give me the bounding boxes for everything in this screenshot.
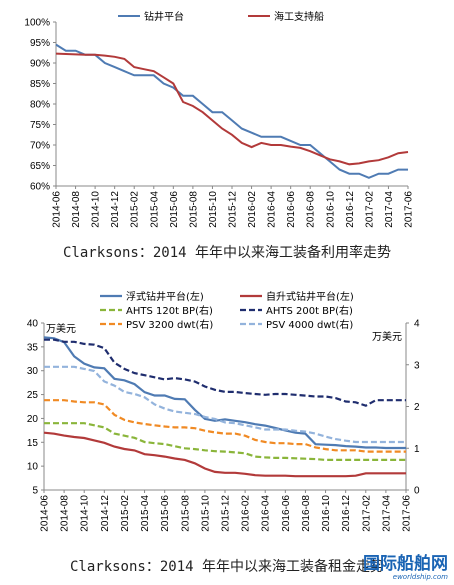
y-tick-label: 60%	[30, 182, 50, 193]
watermark-url: eworldship.com	[392, 573, 448, 581]
x-tick-label: 2016-06	[286, 191, 297, 228]
x-tick-label: 2014-08	[60, 495, 71, 532]
right-y-tick-label: 1	[414, 444, 420, 455]
x-tick-label: 2016-04	[261, 495, 272, 532]
x-tick-label: 2017-04	[384, 191, 395, 228]
y-tick-label: 95%	[30, 38, 50, 49]
y-tick-label: 65%	[30, 161, 50, 172]
series-line-2	[43, 431, 406, 478]
x-tick-label: 2016-04	[267, 191, 278, 228]
x-tick-label: 2014-08	[71, 191, 82, 228]
x-tick-label: 2015-02	[120, 495, 131, 532]
right-y-tick-label: 0	[414, 486, 420, 497]
x-tick-label: 2016-08	[306, 191, 317, 228]
x-tick-label: 2015-04	[140, 495, 151, 532]
x-tick-label: 2015-06	[160, 495, 171, 532]
series-line-3	[44, 422, 406, 461]
left-y-tick-label: 20	[27, 414, 39, 425]
legend-label: 自升式钻井平台(左)	[266, 290, 354, 303]
right-y-tick-label: 3	[414, 360, 420, 371]
x-tick-label: 2014-12	[100, 495, 111, 532]
chart2-series	[43, 336, 406, 478]
x-tick-label: 2016-08	[301, 495, 312, 532]
left-y-tick-label: 30	[27, 366, 39, 377]
legend-label: AHTS 200t BP(右)	[266, 304, 353, 317]
left-y-tick-label: 10	[27, 462, 39, 473]
series-line-1	[55, 43, 408, 179]
x-tick-label: 2017-06	[402, 495, 413, 532]
series-line-5	[44, 399, 406, 453]
series-line-6	[44, 365, 406, 444]
chart1-series	[55, 43, 409, 179]
chart2-legend: 浮式钻井平台(左) 自升式钻井平台(左) AHTS 120t BP(右) AHTS 2…	[100, 290, 354, 331]
x-tick-label: 2015-06	[169, 191, 180, 228]
x-tick-label: 2015-10	[200, 495, 211, 532]
x-tick-label: 2016-12	[345, 191, 356, 228]
x-tick-label: 2015-08	[188, 191, 199, 228]
legend-label: PSV 3200 dwt(右)	[126, 318, 213, 331]
x-tick-label: 2014-10	[80, 495, 91, 532]
x-tick-label: 2016-06	[281, 495, 292, 532]
y-tick-label: 70%	[30, 141, 50, 152]
rental-chart: 5 10 15 20 25 30 35 40 0 1 2 3 4 2014-06 2014-08 2014-1…	[27, 290, 420, 532]
y-tick-label: 90%	[30, 59, 50, 70]
left-y-tick-label: 5	[32, 486, 38, 497]
left-unit-label: 万美元	[46, 322, 76, 335]
left-y-tick-label: 25	[27, 390, 39, 401]
right-y-tick-label: 2	[414, 402, 420, 413]
chart1-legend: 钻井平台 海工支持船	[118, 10, 324, 23]
x-tick-label: 2016-12	[341, 495, 352, 532]
chart2-axes: 5 10 15 20 25 30 35 40 0 1 2 3 4 2014-06 2014-08 2014-1…	[27, 319, 420, 532]
y-tick-label: 100%	[24, 18, 50, 29]
legend-label: AHTS 120t BP(右)	[126, 304, 213, 317]
x-tick-label: 2016-02	[247, 191, 258, 228]
x-tick-label: 2017-06	[404, 191, 415, 228]
watermark-title: 国际船舶网	[363, 554, 448, 574]
utilization-chart: 60% 65% 70% 75% 80% 85% 90% 95% 100% 2014-06 2014-…	[24, 10, 414, 228]
x-tick-label: 2017-02	[361, 495, 372, 532]
x-tick-label: 2015-10	[208, 191, 219, 228]
left-y-tick-label: 15	[27, 438, 39, 449]
series-line-2	[55, 52, 409, 166]
x-tick-label: 2015-02	[130, 191, 141, 228]
series-line-1	[43, 336, 406, 450]
y-tick-label: 75%	[30, 120, 50, 131]
x-tick-label: 2014-06	[40, 495, 51, 532]
x-tick-label: 2015-12	[228, 191, 239, 228]
y-tick-label: 80%	[30, 100, 50, 111]
x-tick-label: 2016-10	[321, 495, 332, 532]
x-tick-label: 2014-12	[110, 191, 121, 228]
x-tick-label: 2014-06	[52, 191, 63, 228]
x-tick-label: 2016-10	[325, 191, 336, 228]
x-tick-label: 2017-04	[381, 495, 392, 532]
series-line-4	[44, 338, 406, 407]
legend-label: 钻井平台	[144, 10, 184, 23]
y-tick-label: 85%	[30, 79, 50, 90]
x-tick-label: 2015-04	[149, 191, 160, 228]
chart2-caption: Clarksons：2014 年年中以来海工装备租金走势	[69, 559, 384, 575]
legend-label: 浮式钻井平台(左)	[126, 290, 204, 303]
right-unit-label: 万美元	[372, 330, 402, 343]
x-tick-label: 2016-02	[241, 495, 252, 532]
x-tick-label: 2017-02	[364, 191, 375, 228]
x-tick-label: 2014-10	[91, 191, 102, 228]
legend-label: PSV 4000 dwt(右)	[266, 318, 353, 331]
watermark-logo: 国际船舶网 eworldship.com	[363, 555, 448, 581]
left-y-tick-label: 35	[27, 342, 39, 353]
chart1-axes: 60% 65% 70% 75% 80% 85% 90% 95% 100% 2014-06 2014-…	[24, 18, 414, 228]
legend-label: 海工支持船	[274, 10, 324, 23]
chart1-caption: Clarksons：2014 年年中以来海工装备利用率走势	[62, 245, 391, 261]
x-tick-label: 2015-12	[221, 495, 232, 532]
right-y-tick-label: 4	[414, 319, 420, 330]
x-tick-label: 2015-08	[180, 495, 191, 532]
left-y-tick-label: 40	[27, 319, 39, 330]
